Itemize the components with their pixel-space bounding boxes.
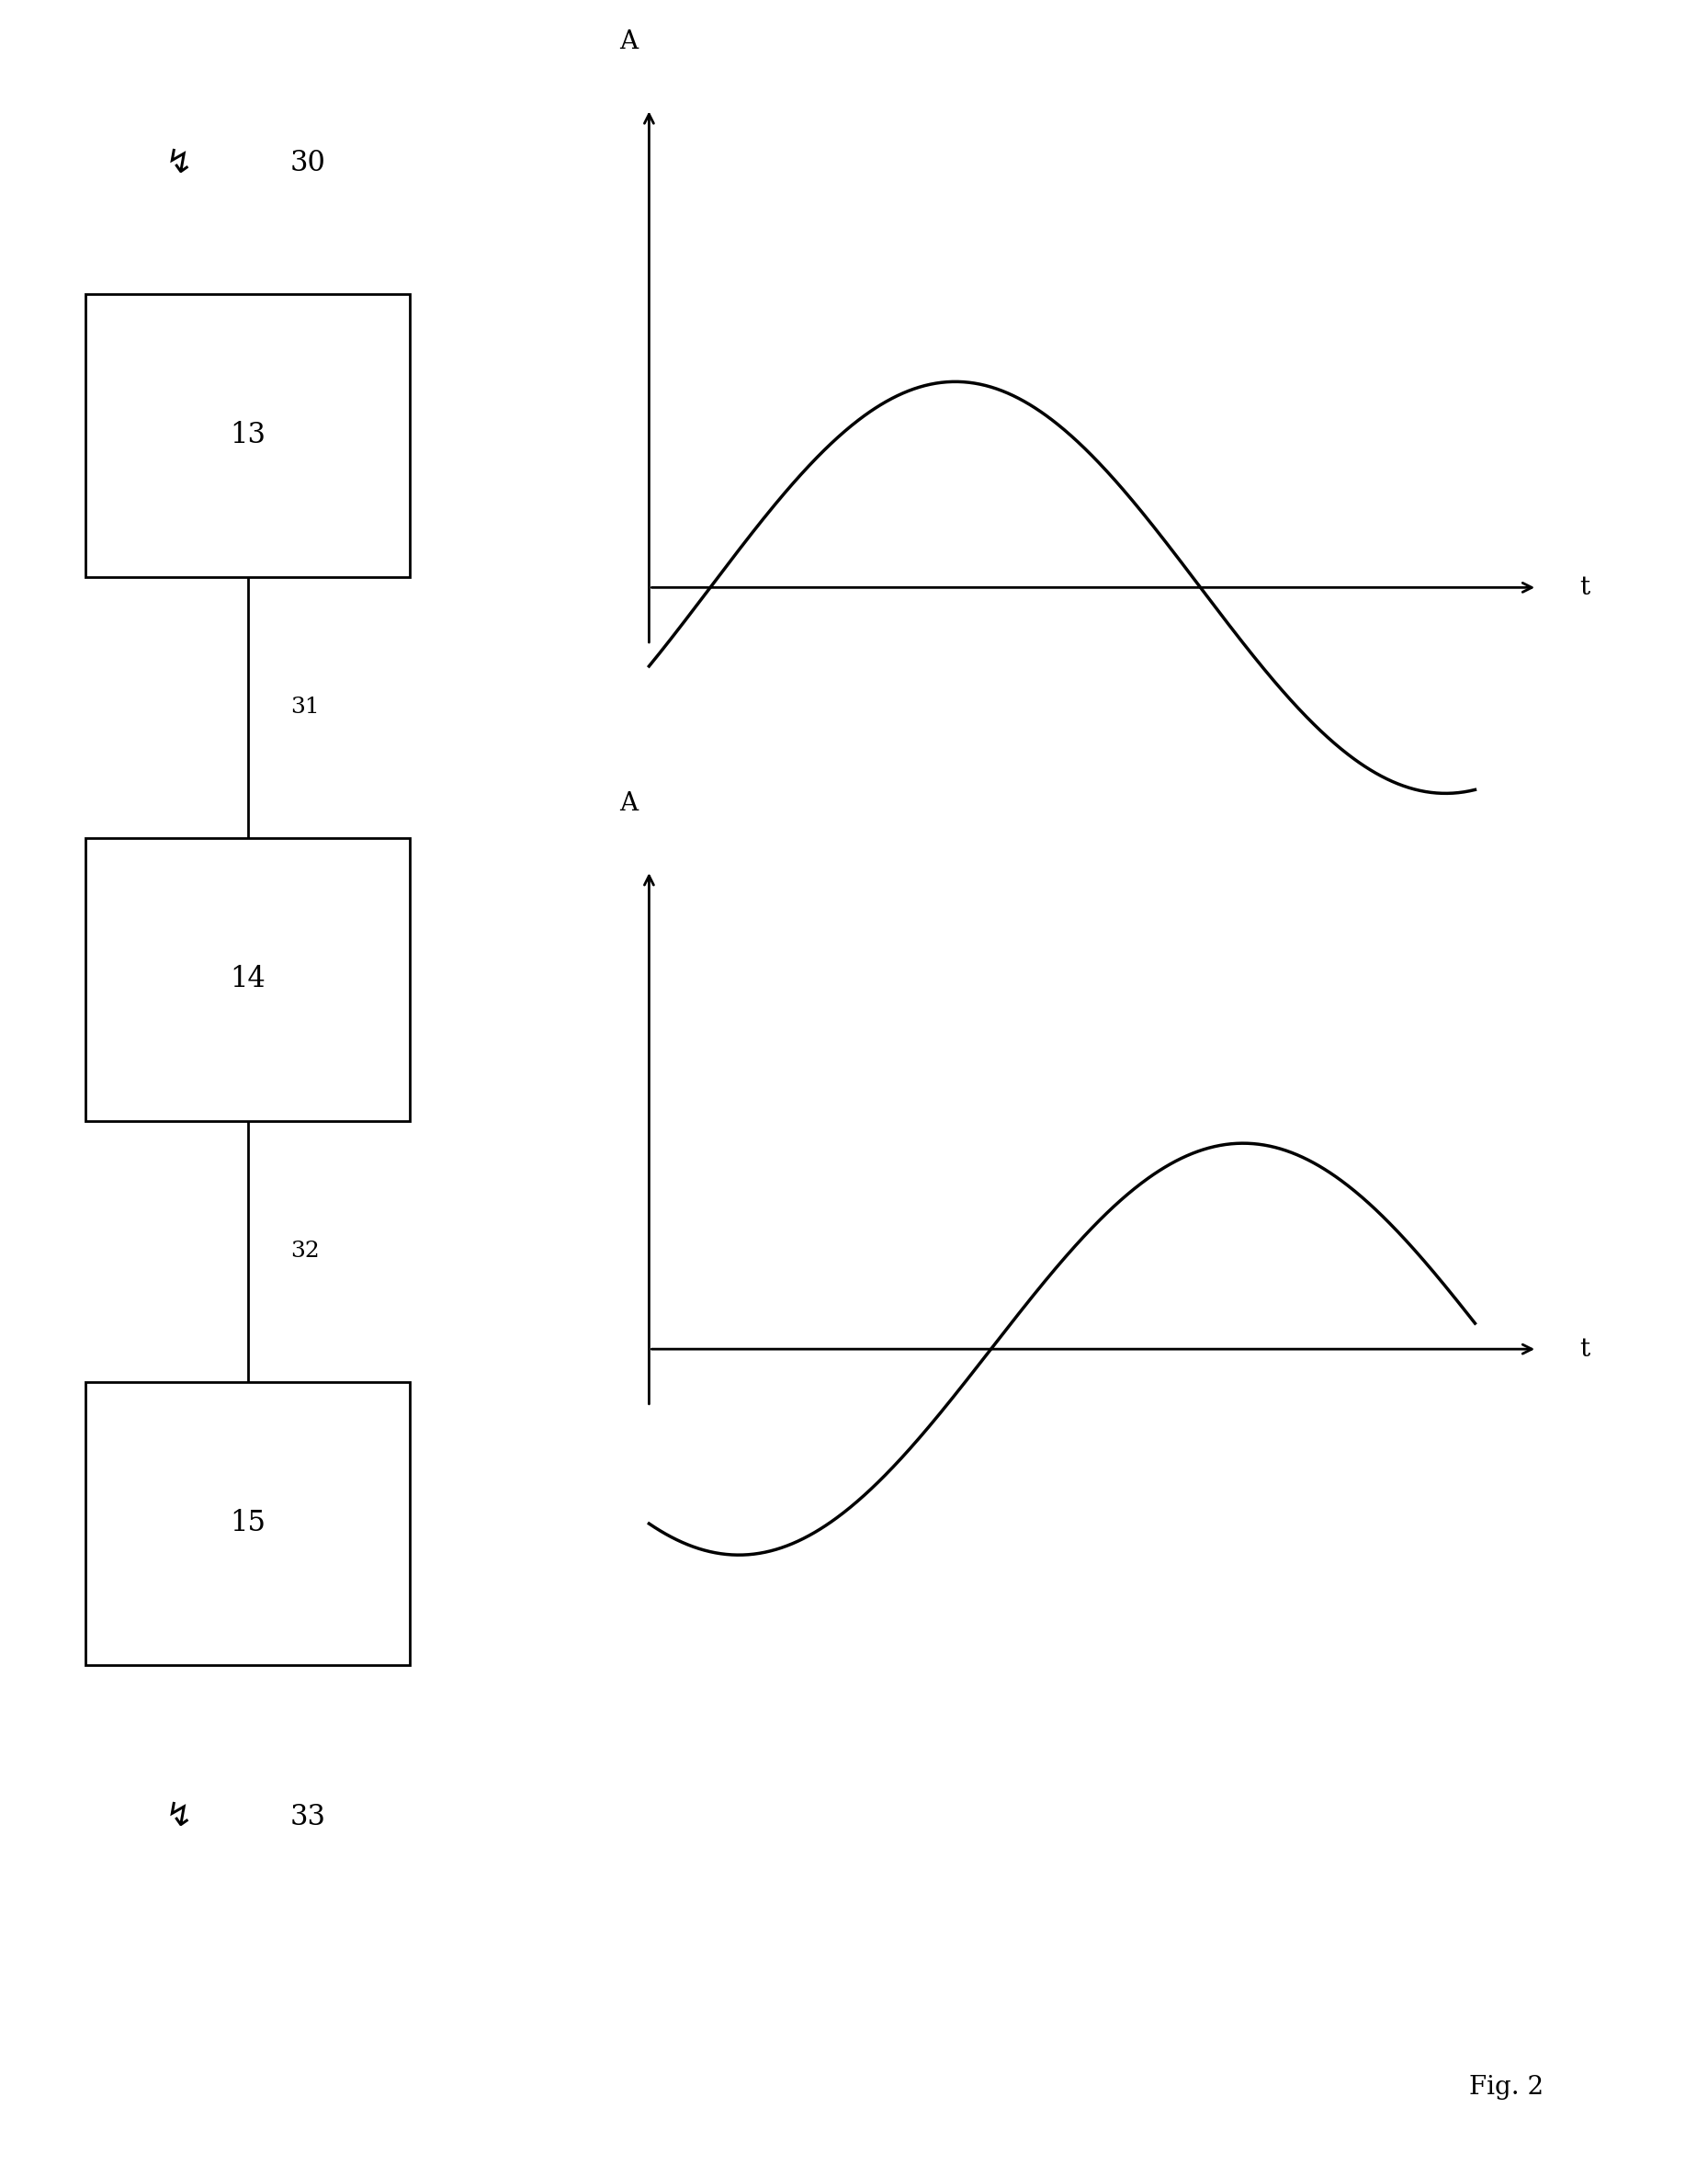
Text: A: A — [620, 30, 637, 54]
Text: 30: 30 — [290, 148, 326, 178]
Text: A: A — [620, 792, 637, 816]
Text: 33: 33 — [290, 1802, 326, 1832]
Text: 13: 13 — [231, 420, 265, 450]
Text: Fig. 2: Fig. 2 — [1469, 2076, 1544, 2100]
Bar — [85, 838, 410, 1121]
Text: 32: 32 — [290, 1240, 319, 1262]
Text: t: t — [1580, 1336, 1590, 1362]
Bar — [85, 1382, 410, 1665]
Text: ↯: ↯ — [166, 1802, 193, 1832]
Bar — [85, 294, 410, 577]
Text: ↯: ↯ — [166, 148, 193, 178]
Text: 14: 14 — [231, 964, 265, 994]
Text: 31: 31 — [290, 696, 319, 718]
Text: 15: 15 — [231, 1508, 265, 1538]
Text: t: t — [1580, 574, 1590, 601]
